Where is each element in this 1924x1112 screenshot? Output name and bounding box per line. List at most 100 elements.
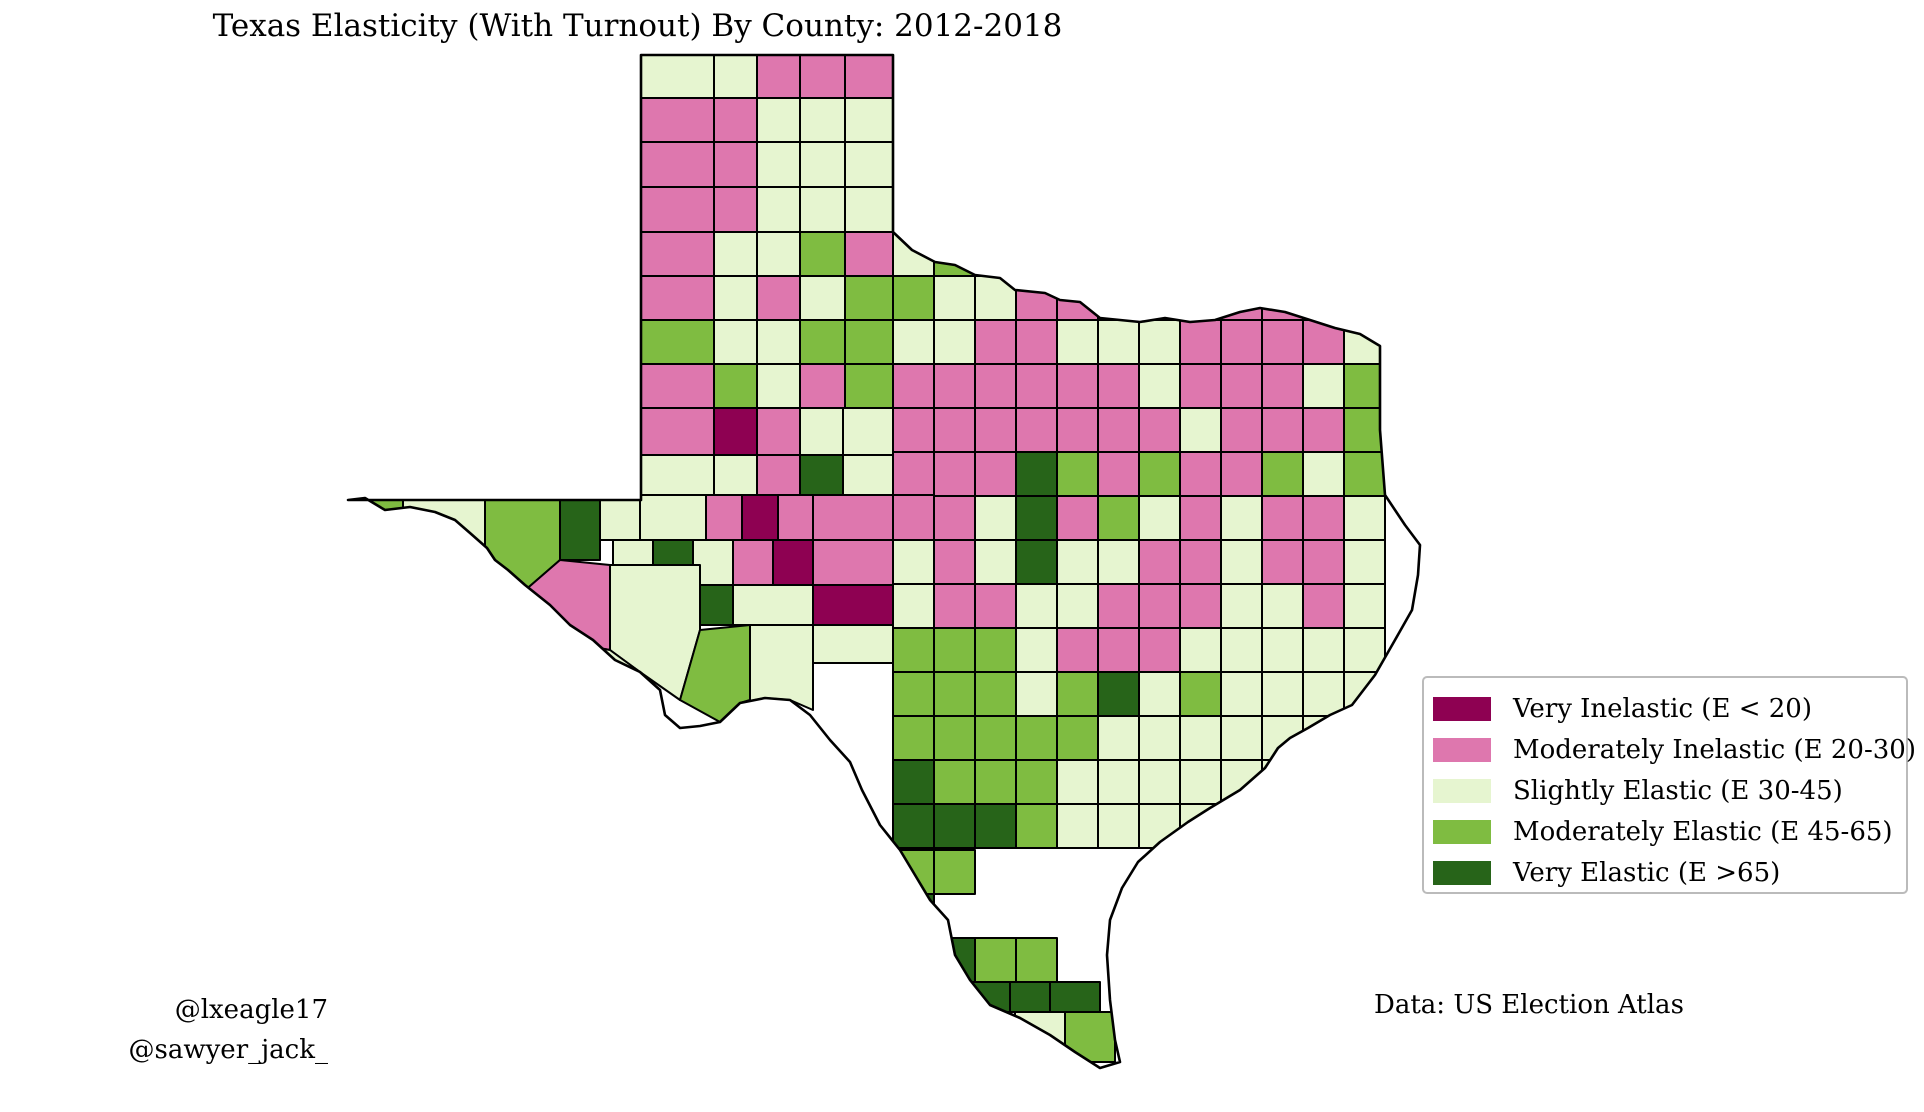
author-credits: @lxeagle17 @sawyer_jack_ [60, 990, 328, 1070]
county [640, 454, 715, 496]
county [812, 494, 894, 541]
county [799, 407, 844, 456]
county [799, 319, 846, 365]
county [933, 849, 976, 895]
county [892, 893, 935, 939]
legend-swatch [1433, 696, 1491, 721]
county [1302, 803, 1345, 849]
county [1220, 363, 1263, 409]
county [1220, 495, 1263, 541]
county [1097, 759, 1140, 805]
county [974, 803, 1017, 849]
county [1261, 319, 1304, 365]
county [844, 363, 894, 409]
county [1056, 407, 1099, 453]
county [1343, 231, 1386, 277]
county [892, 671, 935, 717]
county [1097, 451, 1140, 497]
county [732, 584, 814, 626]
county [812, 584, 894, 626]
county [1056, 539, 1099, 585]
county [1261, 671, 1304, 717]
county [1015, 451, 1058, 497]
county [1302, 231, 1345, 277]
county [892, 803, 935, 849]
legend-label: Slightly Elastic (E 30-45) [1513, 775, 1843, 806]
county [1138, 451, 1181, 497]
county [1015, 627, 1058, 673]
county [1179, 759, 1222, 805]
county [777, 494, 814, 541]
county [1056, 715, 1099, 761]
county [1015, 803, 1058, 849]
county [1056, 275, 1099, 321]
county [974, 495, 1017, 541]
county [1179, 583, 1222, 629]
county [1302, 451, 1345, 497]
county [741, 494, 779, 541]
county [1015, 671, 1058, 717]
county [640, 141, 715, 188]
county [1261, 583, 1304, 629]
county [1179, 803, 1222, 849]
county [974, 759, 1017, 805]
county [1049, 981, 1101, 1013]
county [756, 319, 801, 365]
county [1302, 671, 1345, 717]
county [713, 319, 758, 365]
legend-item-slightly-elastic: Slightly Elastic (E 30-45) [1433, 770, 1892, 811]
county [842, 407, 894, 456]
county [1056, 803, 1099, 849]
county [713, 55, 758, 99]
legend-label: Very Elastic (E >65) [1513, 857, 1781, 888]
county [713, 97, 758, 143]
county [1343, 627, 1386, 673]
county [402, 624, 561, 711]
county [640, 407, 715, 456]
county [756, 97, 801, 143]
county [799, 97, 846, 143]
county [933, 937, 976, 983]
county [484, 559, 611, 651]
county [1302, 715, 1345, 761]
county [1179, 451, 1222, 497]
county [1138, 363, 1181, 409]
county [974, 583, 1017, 629]
county [1097, 319, 1140, 365]
county [1343, 715, 1386, 761]
county [1097, 231, 1140, 277]
county [713, 141, 758, 188]
county [1097, 803, 1140, 849]
county [1343, 451, 1386, 497]
county [844, 97, 894, 143]
county [844, 275, 894, 321]
county [1343, 759, 1386, 805]
county [974, 363, 1017, 409]
county [640, 363, 715, 409]
county [933, 363, 976, 409]
county [974, 451, 1017, 497]
county [1302, 583, 1345, 629]
county [713, 407, 758, 456]
county [713, 363, 758, 409]
legend-label: Moderately Elastic (E 45-65) [1513, 816, 1893, 847]
county [1015, 583, 1058, 629]
county [799, 231, 846, 277]
county [799, 186, 846, 233]
county [974, 231, 1017, 277]
county [933, 627, 976, 673]
county [1220, 451, 1263, 497]
county [1261, 231, 1304, 277]
county [756, 141, 801, 188]
county [599, 494, 641, 541]
county [713, 454, 758, 496]
county [1097, 407, 1140, 453]
county [892, 539, 935, 585]
county [1138, 627, 1181, 673]
county [974, 937, 1017, 983]
county [1179, 363, 1222, 409]
county [1343, 495, 1386, 541]
county [1097, 275, 1140, 321]
county [892, 627, 935, 673]
map-legend: Very Inelastic (E < 20) Moderately Inela… [1422, 676, 1916, 894]
